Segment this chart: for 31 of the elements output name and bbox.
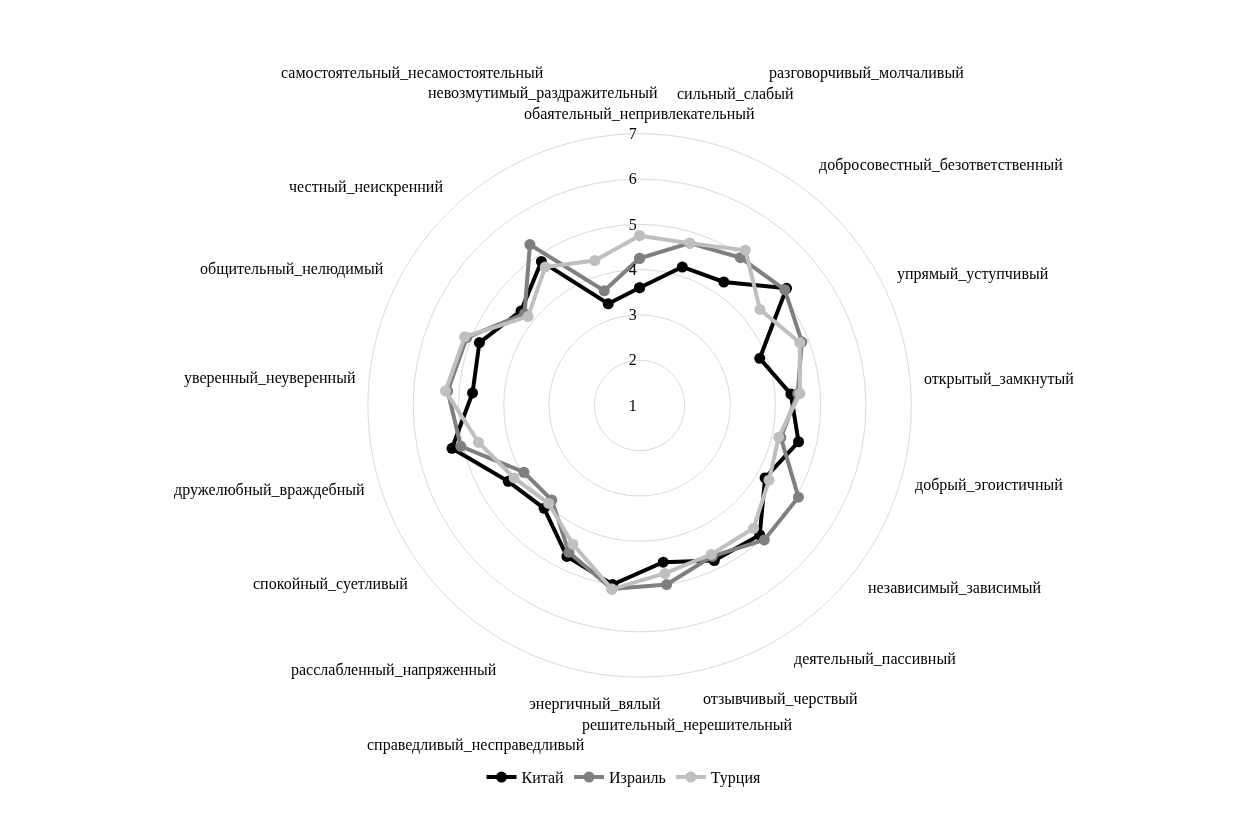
spoke-label: обаятельный_непривлекательный — [524, 105, 755, 123]
spoke-label: справедливый_несправедливый — [367, 736, 585, 754]
spoke-label: невозмутимый_раздражительный — [428, 84, 658, 102]
spoke-label: уверенный_неуверенный — [184, 369, 356, 387]
spoke-label: сильный_слабый — [677, 85, 794, 102]
spoke-label: дружелюбный_враждебный — [174, 481, 366, 499]
spoke-label: спокойный_суетливый — [253, 575, 409, 593]
y-tick-label: 2 — [628, 351, 637, 369]
spoke-label: общительный_нелюдимый — [200, 260, 384, 278]
y-tick-label: 6 — [628, 170, 637, 188]
spoke-label: расслабленный_напряженный — [291, 661, 497, 679]
spoke-label: решительный_нерешительный — [582, 716, 793, 734]
spoke-label: открытый_замкнутый — [924, 370, 1075, 388]
legend-label: Израиль — [609, 769, 666, 788]
spoke-label: деятельный_пассивный — [794, 650, 957, 668]
legend-label: Турция — [710, 769, 761, 788]
spoke-label: добрый_эгоистичный — [915, 476, 1064, 494]
spoke-label: энергичный_вялый — [529, 695, 662, 713]
spoke-label: отзывчивый_черствый — [703, 690, 859, 708]
spoke-label: упрямый_уступчивый — [897, 265, 1049, 283]
spoke-label: самостоятельный_несамостоятельный — [281, 64, 544, 81]
spoke-label: независимый_зависимый — [868, 579, 1042, 596]
spoke-label: разговорчивый_молчаливый — [769, 64, 965, 82]
spoke-label: честный_неискренний — [289, 178, 444, 196]
y-tick-label: 1 — [628, 396, 637, 414]
y-tick-label: 7 — [628, 124, 637, 142]
y-tick-label: 5 — [628, 215, 637, 233]
legend-label: Китай — [521, 769, 565, 787]
y-tick-label: 4 — [628, 260, 637, 278]
spoke-label: добросовестный_безответственный — [819, 156, 1064, 174]
y-tick-label: 3 — [628, 306, 637, 324]
